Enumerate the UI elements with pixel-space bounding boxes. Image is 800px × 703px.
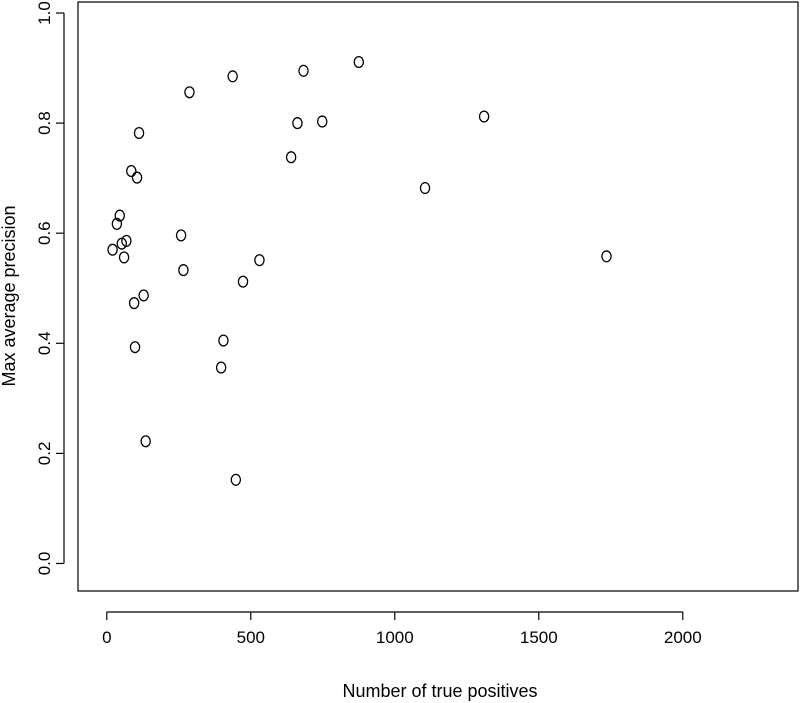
x-tick-label: 500 — [237, 628, 265, 647]
data-point — [419, 182, 431, 195]
data-point — [138, 289, 149, 302]
plot-area-border — [77, 1, 799, 592]
data-point — [133, 126, 145, 140]
data-point — [118, 251, 130, 264]
y-tick-label: 1.0 — [35, 1, 54, 25]
x-tick-label: 0 — [102, 628, 111, 647]
y-tick-label: 0.4 — [35, 331, 54, 355]
data-point — [140, 435, 151, 448]
data-point — [478, 110, 490, 123]
data-point — [131, 171, 143, 184]
data-point — [121, 234, 132, 247]
x-tick-label: 1000 — [376, 628, 414, 647]
data-point — [114, 209, 126, 222]
y-tick-label: 0.8 — [35, 111, 54, 135]
data-point — [107, 243, 118, 256]
data-point — [178, 264, 189, 277]
data-point — [111, 217, 123, 230]
data-point — [316, 115, 328, 128]
data-point — [129, 341, 141, 354]
data-point — [285, 151, 297, 164]
y-tick-label: 0.6 — [35, 221, 54, 245]
data-points — [107, 55, 612, 486]
x-axis-title: Number of true positives — [342, 681, 537, 701]
data-point — [126, 164, 137, 178]
y-tick-label: 0.2 — [35, 442, 54, 466]
data-point — [227, 70, 238, 83]
data-point — [230, 473, 242, 486]
data-point — [353, 55, 365, 69]
y-axis-title: Max average precision — [0, 205, 19, 386]
data-point — [175, 229, 187, 242]
data-point — [184, 86, 195, 99]
data-point — [601, 250, 612, 263]
data-point — [218, 334, 229, 347]
data-point — [215, 361, 227, 374]
y-tick-label: 0.0 — [35, 552, 54, 576]
x-tick-label: 2000 — [664, 628, 702, 647]
data-point — [128, 297, 140, 310]
y-axis: 0.0 0.2 0.4 0.6 0.8 1.0 — [35, 1, 65, 576]
data-point — [292, 117, 303, 130]
x-tick-label: 1500 — [520, 628, 558, 647]
data-point — [254, 254, 265, 267]
data-point — [237, 275, 249, 288]
x-axis: 0 500 1000 1500 2000 — [102, 611, 702, 647]
data-point — [298, 64, 309, 77]
